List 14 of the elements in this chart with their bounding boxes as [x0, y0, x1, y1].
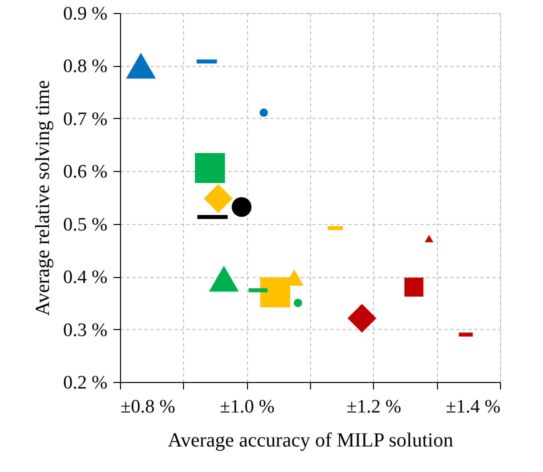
- y-tick-label: 0.4 %: [63, 267, 108, 288]
- y-tick-label: 0.3 %: [63, 320, 108, 341]
- y-tick-label: 0.6 %: [63, 162, 108, 183]
- x-tick-label: ±1.0 %: [220, 396, 275, 418]
- y-axis-title: Average relative solving time: [32, 80, 54, 316]
- y-tick-label: 0.9 %: [63, 4, 108, 24]
- x-tick-label: ±1.4 %: [446, 396, 501, 418]
- y-tick-label: 0.7 %: [63, 108, 108, 130]
- x-tick-label: ±0.8 %: [120, 396, 176, 418]
- y-tick-label: 0.5 %: [63, 214, 108, 236]
- x-tick-label: ±1.2 %: [346, 396, 402, 418]
- y-tick-label: 0.2 %: [63, 372, 108, 394]
- x-axis-title: Average accuracy of MILP solution: [168, 430, 454, 452]
- y-tick-label: 0.8 %: [63, 56, 108, 78]
